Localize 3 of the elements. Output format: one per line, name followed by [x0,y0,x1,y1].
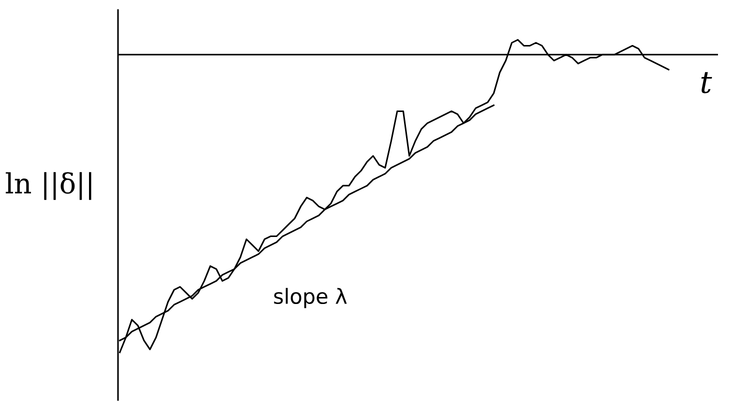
x-axis-title: t [701,72,712,94]
y-axis-title: ln ||δ|| [6,172,92,200]
annotation: slope λ [274,288,347,308]
